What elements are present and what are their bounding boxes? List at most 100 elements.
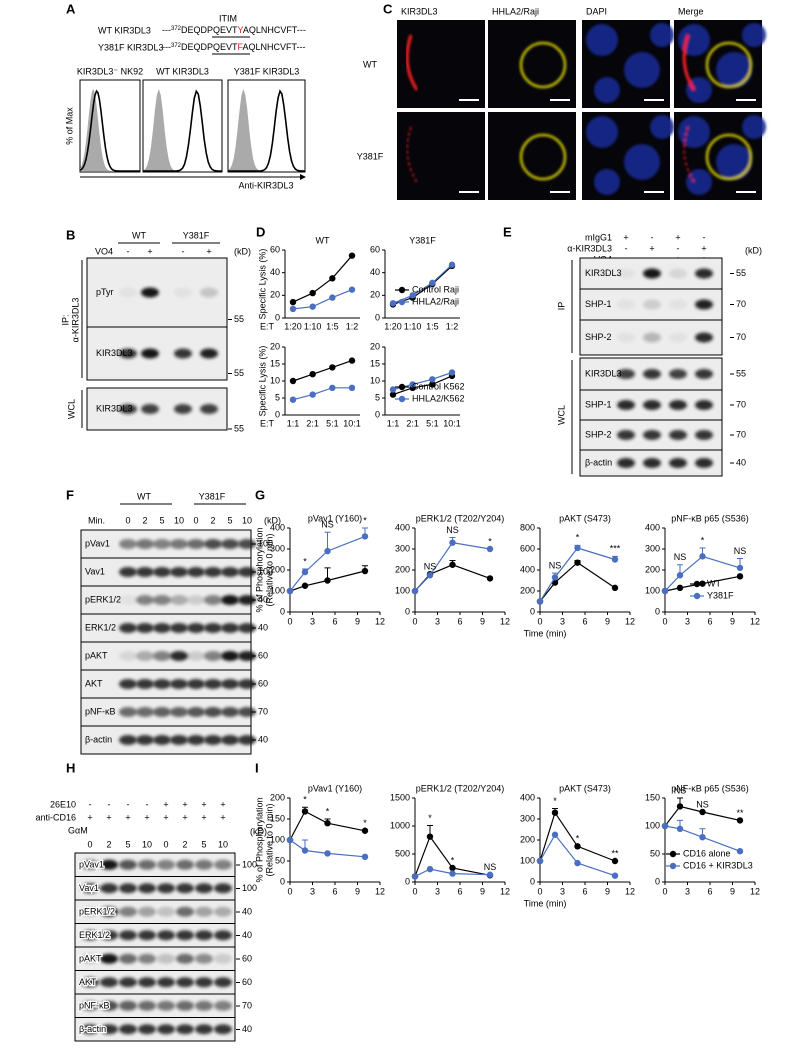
band [669,458,687,468]
data-point [486,871,494,878]
x-tick-label: 0 [287,616,292,626]
band [238,595,256,605]
significance-label: * [326,806,330,816]
motif-label: ITIM [219,13,237,23]
kd-marker: 55 [234,314,244,324]
kd-marker: 70 [736,332,746,342]
data-point [449,539,456,546]
data-point [329,364,336,371]
time-value: 0 [125,515,130,525]
legend-marker [398,383,406,391]
y-tick-label: 100 [395,585,410,595]
band [100,930,118,941]
row-label: ERK1/2 [85,622,116,632]
band [81,906,99,917]
data-point [736,564,744,572]
sequence-before: DEQDPQEVT [181,25,238,35]
kd-marker: 40 [242,930,252,940]
row-label: β-actin [79,1024,106,1034]
band [695,369,713,379]
nucleus [678,116,710,148]
isotype-histogram [228,89,305,171]
y-tick-label: 800 [520,522,535,532]
x-tick-label: 12 [500,616,510,626]
data-point [699,808,706,816]
band [119,679,137,689]
condition-sign: + [220,812,225,822]
x-tick-label: 10:1 [443,418,461,428]
data-point [309,289,316,297]
data-point [301,582,309,589]
x-tick-label: 1:5 [326,321,339,331]
data-point [676,572,684,579]
band [195,977,213,988]
nucleus [742,115,766,139]
channel-label: Merge [678,6,704,16]
band [119,707,137,717]
band [157,883,175,894]
data-point [676,803,684,810]
group-label: Y381F [199,491,226,501]
band [153,567,171,577]
x-tick-label: 2:1 [306,418,319,428]
band [204,735,222,745]
significance-label: NS [696,799,709,809]
y-tick-label: 20 [370,341,380,351]
band [138,930,156,941]
nucleus [586,116,618,148]
series-line [289,810,366,841]
band [200,287,218,298]
row-label: β-actin [85,734,112,744]
significance-label: * [363,818,367,828]
series-line [414,835,491,877]
data-point [426,572,434,579]
legend-marker [693,592,701,600]
x-tick-label: 12 [750,886,760,896]
data-point [661,587,669,595]
band [119,906,137,917]
sequence-before: DEQDPQEVT [181,42,238,52]
y-tick-label: 300 [520,813,535,823]
band [195,906,213,917]
data-point [409,292,416,299]
x-tick-label: 6 [707,616,712,626]
band [119,623,137,633]
band [187,623,205,633]
x-axis-title: Time (min) [524,628,567,638]
data-point [324,547,331,555]
band [119,883,137,894]
sequence-name: WT KIR3DL3 [98,25,151,35]
x-tick-label: 6 [582,616,587,626]
histogram-frame [227,79,306,173]
x-tick-label: 3 [310,616,315,626]
band [617,458,635,468]
band [157,977,175,988]
significance-label: * [553,796,557,806]
significance-label: NS [674,785,687,795]
band [643,299,661,310]
histogram-frame [142,79,223,173]
legend-label: Control Raji [412,284,459,294]
treatment-sign: - [127,246,130,256]
data-point [411,587,419,595]
band [157,906,175,917]
panel-label: C [383,1,393,16]
band [187,595,205,605]
row-label: pAKT [85,650,108,660]
data-point [661,822,669,830]
series-line [414,868,491,877]
band [81,1024,99,1035]
band [100,1000,118,1011]
row-label: β-actin [585,457,612,467]
legend-label: HHLA2/K562 [412,393,465,403]
sequence-position: 372 [171,43,182,49]
condition-sign: + [106,812,111,822]
band [221,567,239,577]
x-tick-label: 2:1 [406,418,419,428]
nucleus [742,23,766,47]
wcl-label: WCL [556,405,566,425]
data-point [301,847,309,854]
x-tick-label: 1:1 [387,418,400,428]
band [643,332,661,343]
x-tick-label: 9 [355,616,360,626]
